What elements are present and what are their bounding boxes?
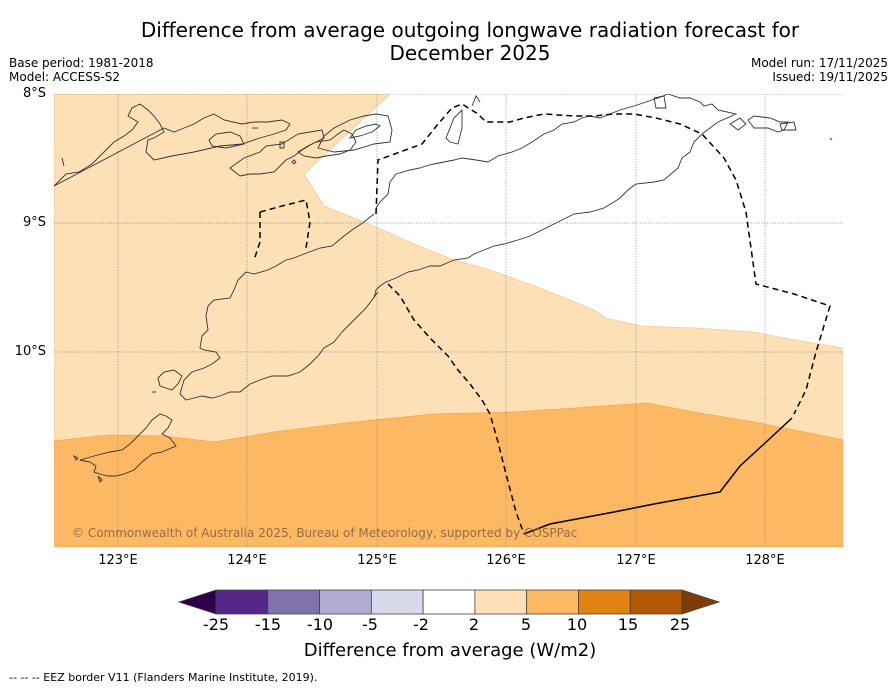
coastline-timor-west — [179, 213, 379, 401]
colorbar-tick: -2 — [413, 615, 429, 634]
colorbar-bin — [526, 589, 579, 615]
coastline-island — [61, 157, 65, 167]
coastline-rote — [79, 413, 177, 477]
colorbar-tick: 2 — [468, 615, 480, 634]
colorbar-tick: 5 — [520, 615, 532, 634]
model-name: Model: ACCESS-S2 — [9, 70, 121, 84]
colorbar-tick: -15 — [254, 615, 282, 634]
colorbar-tick: 10 — [566, 615, 588, 634]
colorbar — [178, 589, 720, 615]
colorbar-bin — [319, 589, 372, 615]
lon-tick-label: 127°E — [616, 553, 656, 568]
meta-left: Base period: 1981-2018 Model: ACCESS-S2 — [9, 56, 154, 84]
lon-tick-label: 124°E — [227, 553, 267, 568]
eez-borders — [253, 103, 831, 535]
colorbar-tick: 25 — [669, 615, 691, 634]
coastline-small-n — [471, 95, 481, 107]
eez-border-northern — [375, 103, 831, 415]
coastline-wetar — [445, 108, 463, 145]
base-period: Base period: 1981-2018 — [9, 56, 154, 70]
eez-border-southwest — [387, 283, 525, 535]
title-line-1: Difference from average outgoing longwav… — [140, 18, 800, 42]
colorbar-tick: -25 — [202, 615, 230, 634]
lat-tick-label: 8°S — [22, 86, 46, 101]
coastline-flores — [54, 103, 291, 187]
coastline-semau — [157, 369, 183, 391]
colorbar-bin — [474, 589, 528, 615]
eez-border-oecusse — [259, 199, 311, 249]
coastline-wetar-west — [348, 123, 381, 139]
eez-legend-note: -- -- -- EEZ border V11 (Flanders Marine… — [9, 671, 318, 684]
colorbar-bin — [215, 589, 269, 615]
coastline-dao — [97, 475, 103, 483]
title-line-2: December 2025 — [389, 41, 551, 65]
eez-border-oecusse-2 — [253, 212, 261, 261]
coastlines — [54, 94, 833, 483]
coastline-ndao — [72, 454, 79, 461]
model-run: Model run: 17/11/2025 — [750, 56, 888, 70]
lon-tick-label: 128°E — [745, 553, 785, 568]
copyright-notice: © Commonwealth of Australia 2025, Bureau… — [72, 526, 578, 540]
anomaly-region-5-to-10 — [54, 402, 843, 547]
lat-tick-label: 9°S — [22, 215, 46, 230]
coastline-babar-2 — [779, 121, 797, 131]
lon-tick-label: 123°E — [98, 553, 138, 568]
coastline-damar — [729, 117, 747, 131]
gridlines — [54, 94, 843, 547]
coastline-alor — [317, 113, 393, 153]
coastline-dot — [829, 137, 833, 141]
colorbar-label: Difference from average (W/m2) — [303, 640, 597, 661]
map-plot — [54, 94, 843, 547]
colorbar-tick: 15 — [617, 615, 639, 634]
lat-tick-label: 10°S — [14, 344, 46, 359]
coastline-timor — [373, 94, 738, 299]
lon-tick-label: 125°E — [357, 553, 397, 568]
coastline-pantar — [297, 129, 357, 159]
eez-border-southern — [523, 417, 793, 535]
colorbar-bin — [267, 589, 320, 615]
colorbar-bin — [629, 589, 683, 615]
colorbar-bin — [578, 589, 631, 615]
colorbar-tick: -10 — [306, 615, 334, 634]
coastline-small-2 — [291, 159, 297, 165]
issued-date: Issued: 19/11/2025 — [772, 70, 888, 84]
lon-tick-label: 126°E — [486, 553, 526, 568]
coastline-adonara — [208, 131, 245, 149]
colorbar-extend-high — [681, 589, 720, 615]
colorbar-bin — [370, 589, 424, 615]
coastline-babar — [747, 115, 789, 133]
colorbar-tick: -5 — [362, 615, 378, 634]
coastline-small — [279, 141, 285, 149]
meta-right: Model run: 17/11/2025 Issued: 19/11/2025 — [751, 56, 888, 84]
colorbar-extend-low — [178, 589, 217, 615]
chart-title: Difference from average outgoing longwav… — [0, 19, 896, 65]
colorbar-bin — [422, 589, 476, 615]
